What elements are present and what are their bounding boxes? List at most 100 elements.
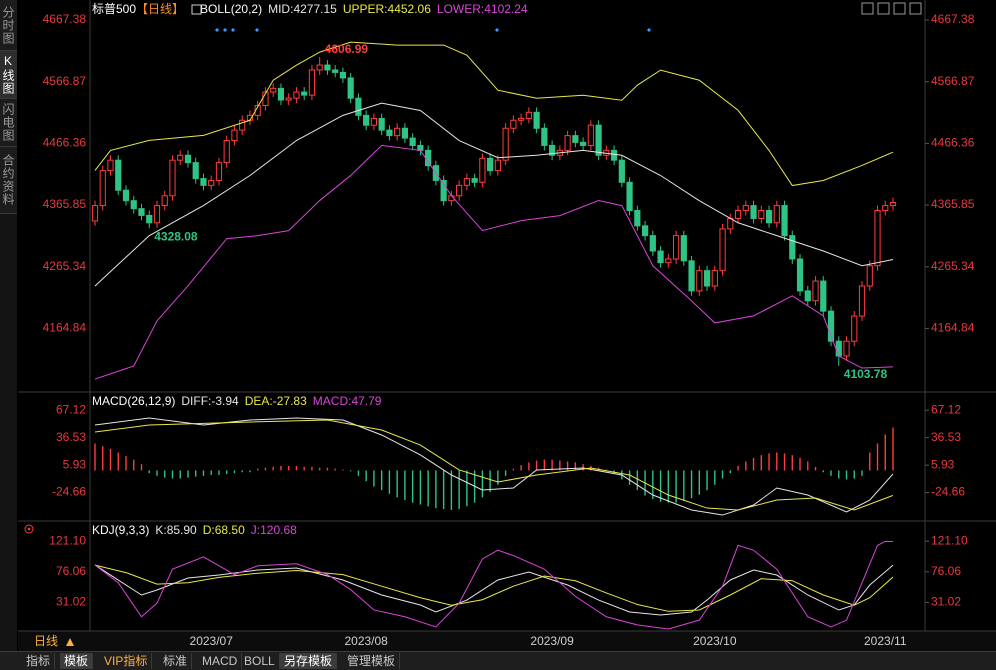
header-item: 120.68 xyxy=(260,523,297,537)
candle-body xyxy=(549,144,556,156)
candle-body xyxy=(889,202,897,207)
y-tick-label: 76.06 xyxy=(56,564,86,578)
toolbar-tab[interactable]: 指标 xyxy=(22,653,56,669)
candle-body xyxy=(634,209,641,227)
candle-body xyxy=(672,235,680,260)
candle-body xyxy=(130,200,137,210)
y-tick-label: 121.10 xyxy=(931,533,968,547)
header-item: 4277.15 xyxy=(293,2,337,16)
y-tick-label: 4365.85 xyxy=(43,197,87,211)
y-tick-label: 4667.38 xyxy=(931,12,975,26)
candle-body xyxy=(696,270,703,292)
icon-button[interactable] xyxy=(861,2,874,15)
panel-header: 标普500【日线】 BOLL(20,2) MID:4277.15 UPPER:4452… xyxy=(92,2,528,16)
candle-body xyxy=(153,205,161,224)
candle-body xyxy=(711,270,718,287)
indicator-line xyxy=(94,564,894,612)
y-tick-label: 121.10 xyxy=(49,533,86,547)
icon-button[interactable] xyxy=(909,2,922,15)
header-item: 4102.24 xyxy=(484,2,528,16)
side-tab[interactable]: K线图 xyxy=(0,51,17,99)
candle-body xyxy=(355,97,362,116)
toolbar-tab[interactable]: 模板 xyxy=(60,653,94,669)
candle-body xyxy=(765,209,773,224)
candle-body xyxy=(324,64,331,71)
period-label[interactable]: 日线 xyxy=(34,634,58,648)
side-tab[interactable]: 闪电图 xyxy=(0,99,17,147)
toolbar-tab[interactable]: MACD xyxy=(198,653,243,669)
indicator-line xyxy=(94,540,894,630)
y-tick-label: -24.66 xyxy=(931,485,965,499)
candle-body xyxy=(401,127,409,139)
candle-body xyxy=(301,91,308,96)
candle-body xyxy=(858,285,866,317)
kdj-icon[interactable] xyxy=(24,524,34,534)
candle-body xyxy=(223,140,230,164)
kdj-icon-dot xyxy=(27,527,31,531)
candle-body xyxy=(641,225,649,237)
candle-body xyxy=(610,149,618,161)
header-item: J: xyxy=(251,523,260,537)
header-item: MACD: xyxy=(313,394,352,408)
candle-body xyxy=(533,111,540,129)
header-item: MACD(26,12,9) xyxy=(92,394,175,408)
y-tick-label: 31.02 xyxy=(931,595,961,609)
candle-body xyxy=(347,77,354,99)
x-tick-label: 2023/09 xyxy=(530,634,574,648)
side-tab[interactable]: 分时图 xyxy=(0,0,17,51)
toolbar-tab[interactable]: BOLL xyxy=(240,653,280,669)
header-item: -3.94 xyxy=(211,394,239,408)
x-tick-label: 2023/11 xyxy=(864,634,907,648)
header-item: LOWER: xyxy=(437,2,484,16)
header-item: 68.50 xyxy=(215,523,245,537)
candle-body xyxy=(378,117,385,131)
header-item: BOLL(20,2) xyxy=(200,2,262,16)
candle-body xyxy=(804,290,811,302)
candle-body xyxy=(215,162,223,181)
indicator-line xyxy=(94,419,894,511)
candle-body xyxy=(363,114,370,126)
candle-body xyxy=(107,159,114,172)
candle-body xyxy=(463,178,470,186)
candle-body xyxy=(773,205,780,224)
candle-body xyxy=(425,149,432,167)
candle-body xyxy=(177,154,184,161)
candle-body xyxy=(518,117,525,121)
toolbar-tab[interactable]: 标准 xyxy=(159,653,193,669)
period-arrow[interactable] xyxy=(66,638,74,646)
price-annotation: 4606.99 xyxy=(325,42,369,56)
candle-body xyxy=(122,189,130,202)
toolbar: 指标 模板 VIP指标 标准 MACD BOLL 另存模板 管理模板 xyxy=(0,651,996,670)
candle-body xyxy=(742,205,749,211)
side-tab[interactable]: 合约资料 xyxy=(0,147,17,214)
candle-body xyxy=(456,184,463,197)
toolbar-tab[interactable]: VIP指标 xyxy=(100,653,153,669)
header-item: KDJ(9,3,3) xyxy=(92,523,149,537)
candle-body xyxy=(874,209,881,267)
candle-body xyxy=(758,209,765,219)
candle-body xyxy=(417,144,424,151)
icon-button[interactable] xyxy=(893,2,906,15)
y-tick-label: 4466.36 xyxy=(931,136,975,150)
indicator-line xyxy=(94,417,894,516)
toolbar-tab[interactable]: 另存模板 xyxy=(280,653,338,669)
candle-body xyxy=(727,217,734,230)
candle-body xyxy=(370,117,378,126)
candle-body xyxy=(502,127,509,161)
toolbar-tab[interactable]: 管理模板 xyxy=(343,653,401,669)
signal-dot xyxy=(647,28,651,32)
candle-body xyxy=(270,87,277,93)
candle-body xyxy=(827,310,835,342)
header-item: D: xyxy=(203,523,215,537)
x-tick-label: 2023/10 xyxy=(693,634,737,648)
icon-button[interactable] xyxy=(877,2,890,15)
candle-body xyxy=(781,205,788,237)
candle-body xyxy=(440,179,447,202)
side-filler xyxy=(0,214,17,651)
toolbar-icons[interactable] xyxy=(861,2,922,15)
candle-body xyxy=(750,205,757,219)
candle-body xyxy=(471,178,478,183)
